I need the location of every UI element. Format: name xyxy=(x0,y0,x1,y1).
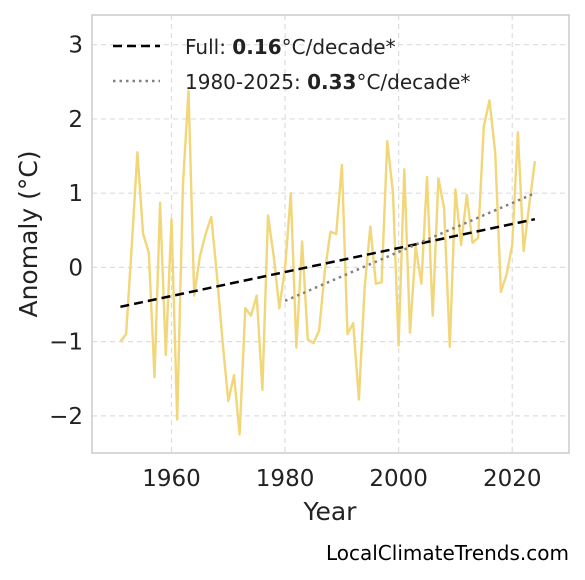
x-tick-labels: 1960 1980 2000 2020 xyxy=(142,466,541,492)
y-tick-label: 3 xyxy=(68,33,83,59)
watermark: LocalClimateTrends.com xyxy=(326,541,569,565)
series-line-trend-full xyxy=(120,217,536,309)
grid xyxy=(92,15,569,453)
y-tick-label: 0 xyxy=(68,255,83,281)
x-tick-label: 1960 xyxy=(142,466,201,492)
legend-recent-value: 0.33 xyxy=(307,70,356,94)
x-tick-label: 2000 xyxy=(369,466,428,492)
y-tick-label: 2 xyxy=(68,107,83,133)
series-line-annual xyxy=(119,89,537,436)
legend-entry-recent: 1980-2025: 0.33°C/decade* xyxy=(185,70,470,94)
y-tick-label: −2 xyxy=(49,404,83,430)
legend-recent-prefix: 1980-2025: xyxy=(185,70,307,94)
y-tick-label: −1 xyxy=(49,330,83,356)
y-tick-label: 1 xyxy=(68,181,83,207)
plot-frame xyxy=(91,14,570,454)
legend: Full: 0.16°C/decade* 1980-2025: 0.33°C/d… xyxy=(113,35,470,94)
y-tick-labels: −2 −1 0 1 2 3 xyxy=(49,33,83,430)
x-axis-title: Year xyxy=(303,497,358,526)
x-tick-label: 1980 xyxy=(256,466,315,492)
legend-full-suffix: °C/decade* xyxy=(282,35,396,59)
series-layer xyxy=(119,89,537,436)
y-axis-title: Anomaly (°C) xyxy=(14,150,43,317)
legend-recent-suffix: °C/decade* xyxy=(356,70,470,94)
x-tick-label: 2020 xyxy=(483,466,542,492)
legend-full-prefix: Full: xyxy=(185,35,232,59)
legend-full-value: 0.16 xyxy=(232,35,281,59)
legend-entry-full: Full: 0.16°C/decade* xyxy=(185,35,396,59)
